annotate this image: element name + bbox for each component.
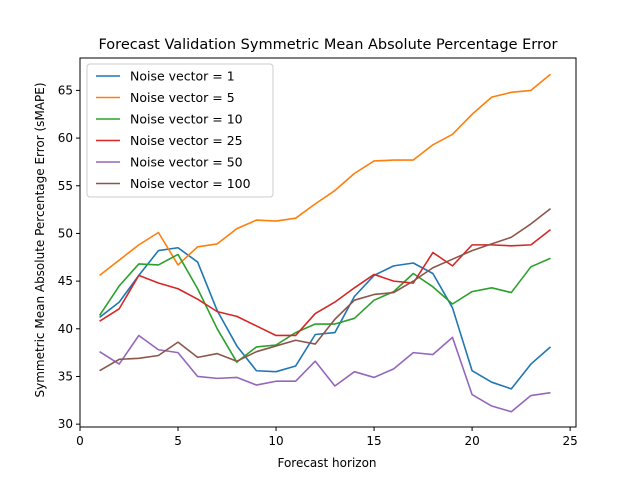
legend-label: Noise vector = 100 bbox=[130, 176, 251, 191]
series-line-1 bbox=[99, 246, 552, 390]
legend-label: Noise vector = 10 bbox=[130, 112, 243, 127]
x-tick-label: 25 bbox=[562, 434, 577, 448]
legend-box bbox=[86, 63, 274, 198]
ticks-layer: 0 5 10 15 20 25 30 35 40 45 50 55 60 65 bbox=[58, 83, 578, 448]
y-tick-label: 40 bbox=[58, 322, 73, 336]
series-line-3 bbox=[98, 253, 551, 363]
x-tick-label: 5 bbox=[174, 434, 182, 448]
y-tick-label: 65 bbox=[58, 83, 73, 97]
x-tick-label: 0 bbox=[76, 434, 84, 448]
y-tick-label: 35 bbox=[58, 369, 73, 383]
chart-title: Forecast Validation Symmetric Mean Absol… bbox=[98, 37, 557, 53]
series-line-6 bbox=[99, 208, 552, 372]
x-tick-label: 10 bbox=[268, 434, 283, 448]
series-line-2 bbox=[99, 73, 552, 277]
x-tick-label: 15 bbox=[366, 434, 381, 448]
y-tick-label: 55 bbox=[58, 179, 73, 193]
plot-frame bbox=[79, 57, 577, 428]
y-tick-label: 60 bbox=[58, 131, 73, 145]
x-axis-label: Forecast horizon bbox=[277, 456, 376, 470]
x-tick-label: 20 bbox=[464, 434, 479, 448]
legend-label: Noise vector = 50 bbox=[130, 155, 243, 170]
legend-label: Noise vector = 1 bbox=[130, 69, 235, 84]
series-line-5 bbox=[99, 334, 551, 413]
y-tick-label: 50 bbox=[58, 226, 73, 240]
y-tick-label: 30 bbox=[58, 417, 73, 431]
legend-label: Noise vector = 25 bbox=[130, 133, 243, 148]
series-line-4 bbox=[99, 228, 552, 337]
y-tick-label: 45 bbox=[58, 274, 73, 288]
legend: Noise vector = 1 Noise vector = 5 Noise ve… bbox=[86, 63, 274, 198]
legend-label: Noise vector = 5 bbox=[130, 90, 235, 105]
y-axis-label: Symmetric Mean Absolute Percentage Error… bbox=[33, 82, 47, 397]
series-layer bbox=[98, 73, 552, 413]
